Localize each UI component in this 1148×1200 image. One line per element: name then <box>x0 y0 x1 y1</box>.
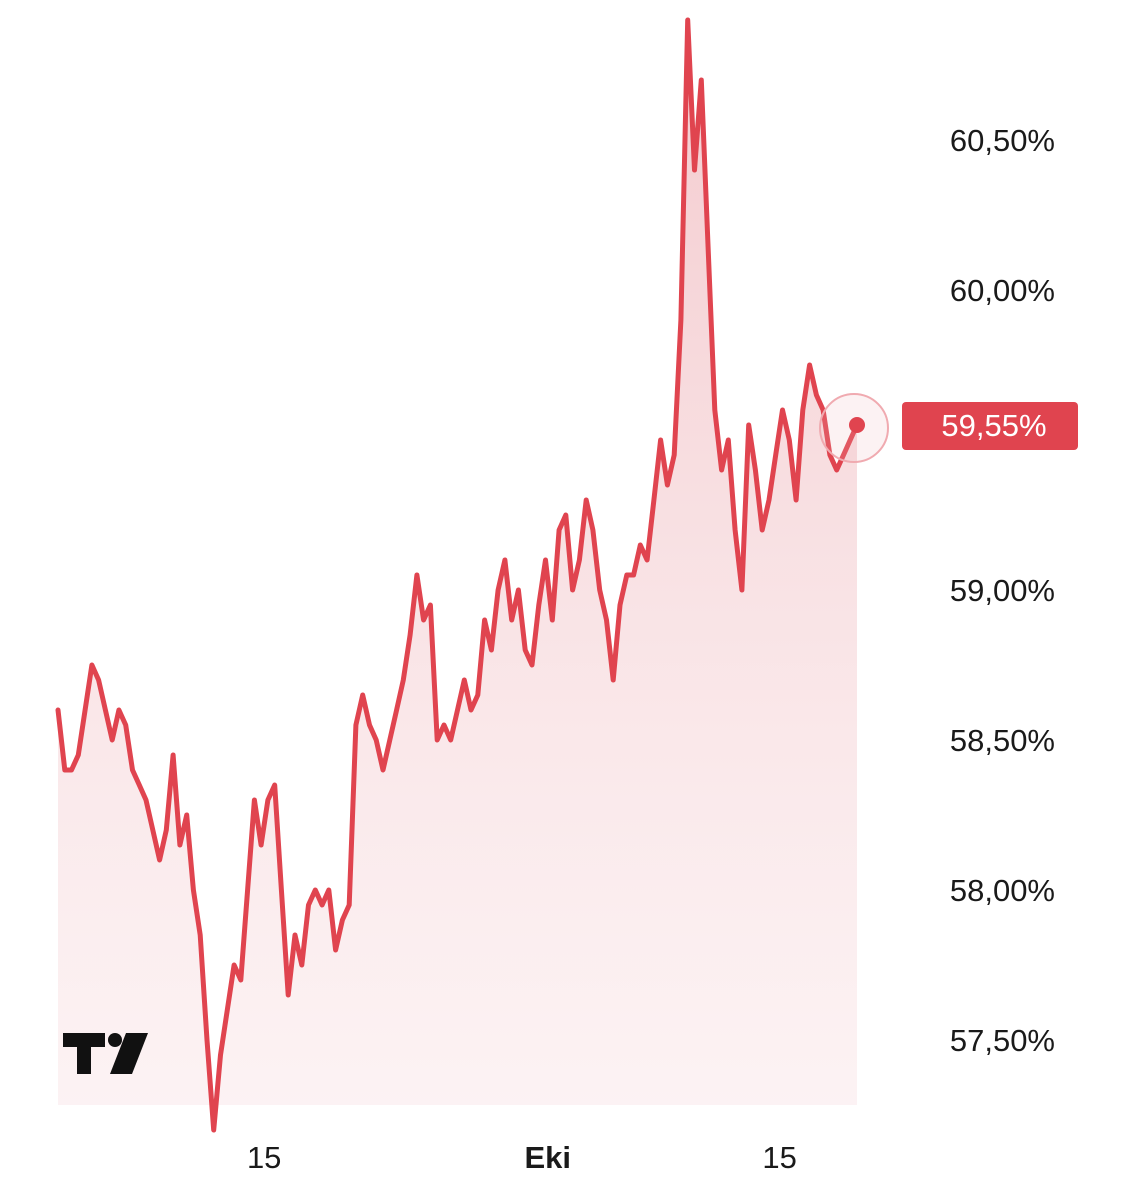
y-tick-label: 59,00% <box>950 573 1055 608</box>
tradingview-logo <box>63 1033 148 1074</box>
y-tick-label: 57,50% <box>950 1023 1055 1058</box>
x-tick-label: Eki <box>524 1140 571 1175</box>
last-value-label: 59,55% <box>941 408 1046 443</box>
x-axis: 15 Eki 15 <box>247 1140 797 1175</box>
y-tick-label: 58,00% <box>950 873 1055 908</box>
series-line <box>55 17 860 1133</box>
y-tick-label: 58,50% <box>950 723 1055 758</box>
y-axis: 60,50% 60,00% 59,00% 58,50% 58,00% 57,50% <box>950 123 1055 1058</box>
last-value-marker <box>819 393 889 463</box>
last-value-tag: 59,55% <box>902 402 1078 450</box>
last-value-tag-bg <box>902 402 1078 450</box>
y-tick-label: 60,00% <box>950 273 1055 308</box>
last-value-dot <box>849 417 865 433</box>
x-tick-label: 15 <box>247 1140 281 1175</box>
y-tick-label: 60,50% <box>950 123 1055 158</box>
x-tick-label: 15 <box>762 1140 796 1175</box>
area-fill <box>58 20 857 1130</box>
